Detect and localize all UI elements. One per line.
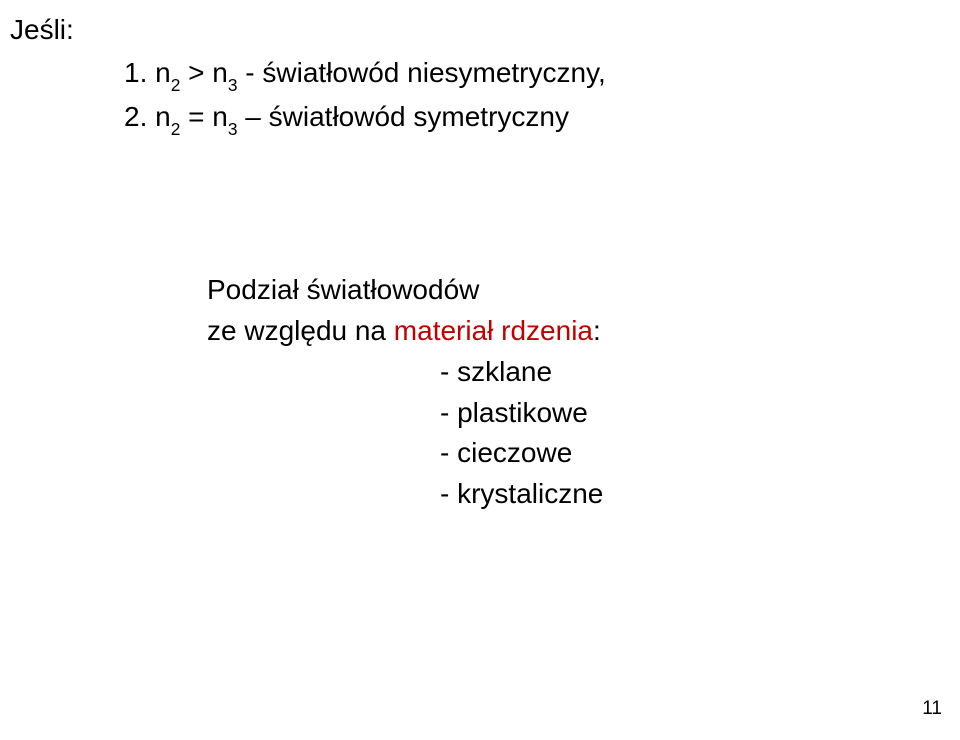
- def1-number: 1.: [124, 57, 155, 88]
- def2-op: =: [180, 101, 212, 132]
- list-item: - cieczowe: [440, 433, 603, 474]
- section-title-line1: Podział światłowodów: [207, 270, 601, 311]
- list-item: - szklane: [440, 352, 603, 393]
- def2-n-rhs: n: [212, 101, 228, 132]
- definition-line-1: 1. n2 > n3 - światłowód niesymetryczny,: [124, 52, 606, 96]
- definition-line-2: 2. n2 = n3 – światłowód symetryczny: [124, 96, 606, 140]
- def1-sub-lhs: 2: [171, 75, 181, 95]
- section-title-line2-pre: ze względu na: [207, 315, 394, 346]
- def2-n-lhs: n: [155, 101, 171, 132]
- def1-sub-rhs: 3: [228, 75, 238, 95]
- items-list: - szklane - plastikowe - cieczowe - krys…: [440, 352, 603, 514]
- section-title-line2: ze względu na materiał rdzenia:: [207, 311, 601, 352]
- page-number: 11: [922, 698, 942, 720]
- list-item: - plastikowe: [440, 393, 603, 434]
- list-item: - krystaliczne: [440, 474, 603, 515]
- section-title-line2-red: materiał rdzenia: [394, 315, 593, 346]
- def2-tail: – światłowód symetryczny: [238, 101, 569, 132]
- section-title: Podział światłowodów ze względu na mater…: [207, 270, 601, 351]
- heading-jesli: Jeśli:: [10, 14, 74, 46]
- def1-tail: - światłowód niesymetryczny,: [238, 57, 606, 88]
- section-title-line2-colon: :: [593, 315, 601, 346]
- def1-n-rhs: n: [212, 57, 228, 88]
- def2-sub-lhs: 2: [171, 119, 181, 139]
- def2-number: 2.: [124, 101, 155, 132]
- slide-page: Jeśli: 1. n2 > n3 - światłowód niesymetr…: [0, 0, 960, 740]
- definitions-block: 1. n2 > n3 - światłowód niesymetryczny, …: [124, 52, 606, 139]
- def1-op: >: [180, 57, 212, 88]
- def2-sub-rhs: 3: [228, 119, 238, 139]
- def1-n-lhs: n: [155, 57, 171, 88]
